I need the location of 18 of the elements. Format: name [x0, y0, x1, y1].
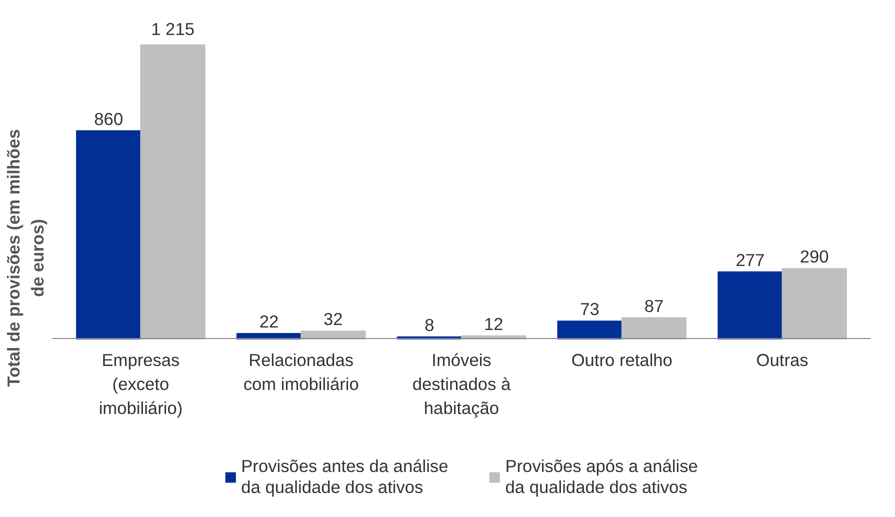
y-axis-title: Total de provisões (em milhões de euros)	[4, 129, 48, 387]
legend-label: Provisões após a análise da qualidade dos ativos	[505, 456, 698, 498]
x-tick-label: Imóveis destinados à habitação	[412, 350, 511, 418]
data-label: 860	[94, 108, 124, 129]
x-tick-label: Outras	[756, 350, 809, 370]
data-label: 12	[484, 314, 504, 334]
data-label: 290	[800, 246, 829, 267]
data-label: 32	[324, 309, 343, 330]
x-tick-label: Outro retalho	[571, 350, 672, 370]
data-label: 87	[644, 296, 664, 316]
data-label: 22	[259, 312, 279, 332]
data-label: 277	[736, 250, 765, 270]
legend-label: Provisões antes da análise da qualidade dos ativos	[241, 456, 448, 498]
x-tick-label: Empresas (exceto imobiliário)	[98, 350, 183, 418]
data-label: 73	[580, 299, 600, 320]
data-label: 1 215	[151, 18, 194, 39]
data-label: 8	[424, 314, 434, 335]
x-tick-label: Relacionadas com imobiliário	[243, 350, 359, 394]
